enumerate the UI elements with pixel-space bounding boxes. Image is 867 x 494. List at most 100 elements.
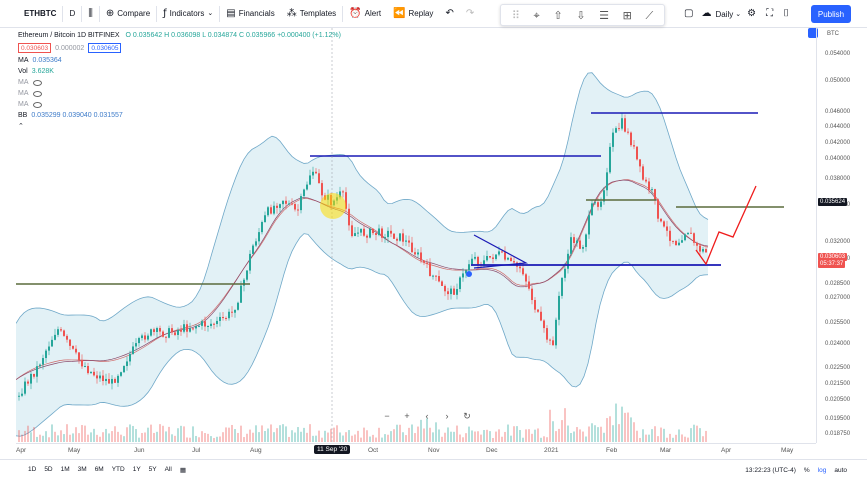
symbol-search[interactable]: ETHBTC (18, 0, 62, 28)
volume-bar (381, 437, 383, 442)
volume-bar (48, 437, 50, 442)
candle-body (90, 371, 92, 374)
range-button-ytd[interactable]: YTD (111, 466, 125, 473)
volume-bar (675, 434, 677, 442)
volume-bar (45, 431, 47, 442)
top-toolbar: ETHBTC D ⫼ ⊕ Compare ƒ Indicators ⌄ ▤ Financ… (0, 0, 867, 28)
price-chart[interactable] (16, 28, 816, 443)
cloud-icon[interactable]: ☁ (701, 8, 712, 19)
layout-icon[interactable]: ▢ (684, 8, 694, 19)
time-axis[interactable]: Apr May Jun Jul Aug Oct Nov Dec 2021 Feb Mar Apr May… (16, 443, 816, 459)
candle-body (273, 205, 275, 214)
compare-button[interactable]: ⊕ Compare (100, 0, 156, 28)
undo-button[interactable]: ↶ (439, 0, 459, 28)
clock[interactable]: 13:22:23 (UTC-4) (745, 466, 796, 474)
eye-icon[interactable] (32, 79, 42, 86)
range-button-5d[interactable]: 5D (44, 466, 53, 473)
volume-bar (291, 430, 293, 442)
candle-body (447, 291, 449, 295)
volume-bar (435, 422, 437, 442)
candle-body (465, 270, 467, 274)
grid-tool-icon[interactable]: ⊞ (622, 8, 632, 22)
candle-body (576, 240, 578, 243)
bid-price[interactable]: 0.030603 (18, 43, 52, 53)
timeframe-dropdown[interactable]: Daily (715, 9, 734, 19)
candle-body (627, 131, 629, 133)
ma-row[interactable]: MA 0.035364 (18, 55, 341, 66)
range-button-1d[interactable]: 1D (28, 466, 37, 473)
candle-body (39, 364, 41, 367)
financials-button[interactable]: ▤ Financials (220, 0, 280, 28)
alert-button[interactable]: ⏰ Alert (343, 0, 387, 28)
arrow-down-tool-icon[interactable]: ⇩ (576, 8, 586, 22)
candle-body (561, 277, 563, 296)
candle-body (30, 373, 32, 384)
volume-bar (300, 431, 302, 442)
reset-button[interactable]: ↻ (463, 410, 471, 421)
range-button-1y[interactable]: 1Y (132, 466, 141, 473)
log-toggle[interactable]: log (817, 466, 827, 474)
volume-bar (153, 432, 155, 442)
zoom-in-button[interactable]: + (404, 411, 410, 421)
collapse-legend[interactable]: ⌃ (18, 121, 341, 132)
gear-icon[interactable]: ⚙ (747, 8, 757, 19)
volume-bar (648, 434, 650, 442)
volume-bar (180, 425, 182, 442)
volume-bar (159, 424, 161, 442)
volume-bar (516, 426, 518, 442)
bb-row[interactable]: BB 0.035299 0.039040 0.031557 (18, 110, 341, 121)
ma3-row[interactable]: MA (18, 88, 341, 99)
range-button-all[interactable]: All (164, 466, 172, 473)
volume-bar (33, 427, 35, 442)
trend-line-tool-icon[interactable]: ⟋ (645, 8, 654, 22)
horizontal-lines-tool-icon[interactable]: ☰ (599, 8, 609, 22)
volume-bar (705, 430, 707, 442)
ask-price[interactable]: 0.030605 (88, 43, 122, 53)
percent-toggle[interactable]: % (803, 466, 810, 474)
range-button-6m[interactable]: 6M (94, 466, 104, 473)
candle-body (195, 326, 197, 329)
chart-type-button[interactable]: ⫼ (82, 0, 99, 28)
vol-row[interactable]: Vol 3.628K (18, 66, 341, 77)
range-button-1m[interactable]: 1M (60, 466, 70, 473)
zoom-out-button[interactable]: − (384, 411, 390, 421)
calendar-icon[interactable]: ▦ (179, 466, 187, 474)
drawing-toolbar: ⠿ ⌖ ⇧ ⇩ ☰ ⊞ ⟋ (500, 4, 665, 26)
camera-icon[interactable]: ⌷ (783, 8, 790, 19)
volume-bar (654, 426, 656, 442)
volume-bar (189, 437, 191, 442)
volume-bar (360, 437, 362, 442)
templates-button[interactable]: ⁂ Templates (281, 0, 342, 28)
crosshair-tool-icon[interactable]: ⌖ (533, 8, 540, 22)
volume-bar (375, 437, 377, 442)
indicators-button[interactable]: ƒ Indicators ⌄ (157, 0, 219, 28)
range-button-3m[interactable]: 3M (77, 466, 87, 473)
range-button-5y[interactable]: 5Y (148, 466, 157, 473)
candle-body (540, 311, 542, 321)
auto-toggle[interactable]: auto (834, 466, 847, 474)
fullscreen-icon[interactable]: ⛶ (766, 8, 774, 19)
ma4-row[interactable]: MA (18, 99, 341, 110)
candle-body (69, 339, 71, 346)
scroll-left-button[interactable]: ‹ (425, 411, 429, 421)
redo-button[interactable]: ↷ (460, 0, 480, 28)
candle-body (315, 171, 317, 174)
candle-body (354, 233, 356, 237)
scroll-right-button[interactable]: › (445, 411, 449, 421)
volume-bar (570, 432, 572, 442)
replay-button[interactable]: ⏪ Replay (387, 0, 439, 28)
volume-bar (651, 429, 653, 442)
interval-button[interactable]: D (63, 0, 81, 28)
price-tick-label: 0.032000 (825, 239, 851, 245)
candle-body (279, 204, 281, 208)
currency-toggle[interactable] (808, 28, 818, 38)
eye-icon[interactable] (32, 101, 42, 108)
volume-bar (18, 430, 20, 442)
publish-button[interactable]: Publish (811, 5, 851, 23)
eye-icon[interactable] (32, 90, 42, 97)
drag-handle-icon[interactable]: ⠿ (511, 8, 520, 22)
ma2-row[interactable]: MA (18, 77, 341, 88)
ma-value: 0.035364 (32, 57, 62, 64)
arrow-up-tool-icon[interactable]: ⇧ (553, 8, 563, 22)
price-axis[interactable]: BTC 0.054000 0.050000 0.046000 0.044000 0.04… (816, 28, 867, 443)
